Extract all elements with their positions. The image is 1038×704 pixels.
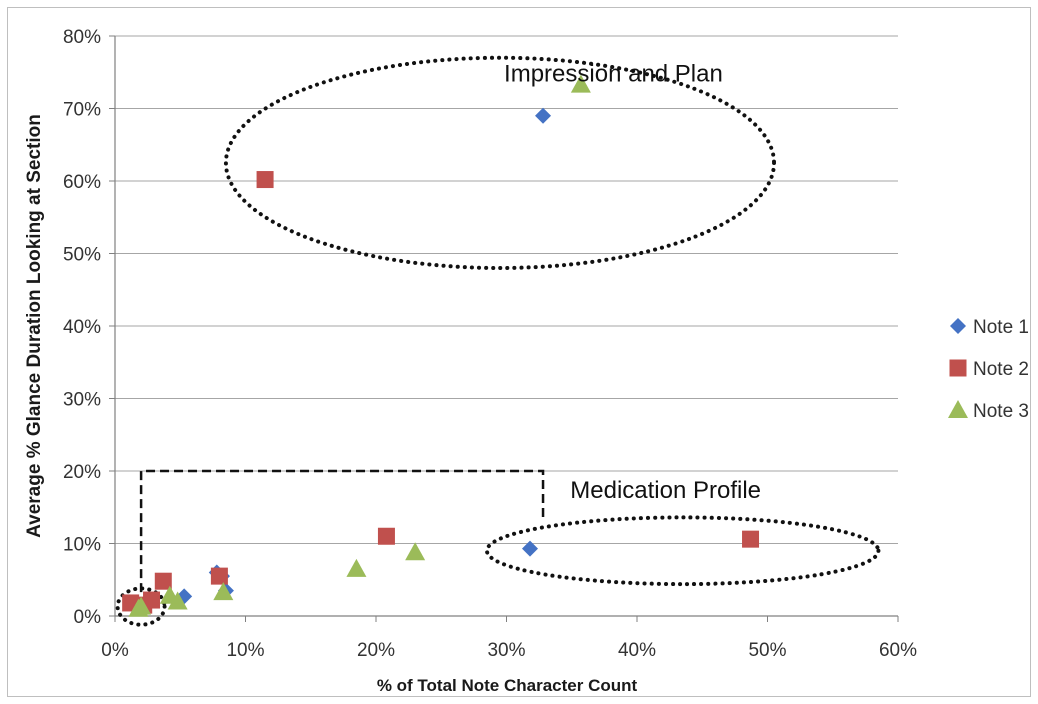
data-point-note-1 (535, 107, 552, 124)
legend-label: Note 1 (973, 317, 1029, 338)
y-tick-labels: 0% 10% 20% 30% 40% 50% 60% 70% 80% (63, 27, 101, 628)
x-tick-label: 20% (357, 640, 395, 661)
data-point-note-2 (154, 572, 172, 590)
y-tick-label: 70% (63, 100, 101, 121)
callout-ellipse (484, 515, 881, 587)
data-point-note-2 (256, 171, 274, 189)
annotation-label: Impression and Plan (504, 60, 723, 87)
annotation-label: Medication Profile (570, 477, 761, 504)
x-tick-label: 0% (101, 640, 129, 661)
y-tick-label: 20% (63, 462, 101, 483)
legend-marker-note-3 (948, 400, 968, 418)
legend-marker-note-1 (950, 318, 966, 334)
y-tick-label: 80% (63, 27, 101, 48)
y-tick-label: 50% (63, 245, 101, 266)
x-tick-label: 40% (618, 640, 656, 661)
x-axis-title: % of Total Note Character Count (377, 676, 638, 695)
data-point-note-3 (570, 74, 591, 93)
gridlines (115, 35, 898, 544)
data-point-note-3 (213, 582, 234, 601)
x-tick-label: 60% (879, 640, 917, 661)
annotations: Impression and Plan Medication Profile (504, 60, 761, 504)
y-tick-label: 30% (63, 390, 101, 411)
data-point-note-2 (377, 527, 395, 545)
data-point-note-3 (159, 585, 180, 604)
data-point-note-3 (128, 598, 149, 617)
x-tick-labels: 0% 10% 20% 30% 40% 50% 60% (101, 640, 917, 661)
x-tick-label: 10% (226, 640, 264, 661)
callout-ellipse (223, 55, 777, 270)
callout-connector (139, 469, 545, 593)
x-tick-label: 50% (748, 640, 786, 661)
callouts (115, 55, 881, 627)
data-point-note-1 (521, 540, 538, 557)
y-axis-title: Average % Glance Duration Looking at Sec… (24, 114, 45, 538)
data-point-note-3 (346, 558, 367, 577)
legend-marker-note-2 (949, 359, 967, 377)
axes (109, 35, 899, 622)
data-point-note-2 (742, 530, 760, 548)
data-point-note-3 (405, 542, 426, 561)
legend: Note 1 Note 2 Note 3 (948, 317, 1029, 422)
x-tick-label: 30% (487, 640, 525, 661)
y-tick-label: 0% (74, 607, 102, 628)
legend-label: Note 3 (973, 401, 1029, 422)
legend-label: Note 2 (973, 359, 1029, 380)
y-tick-label: 60% (63, 172, 101, 193)
data-point-note-2 (210, 567, 228, 585)
data-points (122, 74, 760, 617)
chart-frame (7, 7, 1031, 697)
y-tick-label: 40% (63, 317, 101, 338)
y-tick-label: 10% (63, 535, 101, 556)
